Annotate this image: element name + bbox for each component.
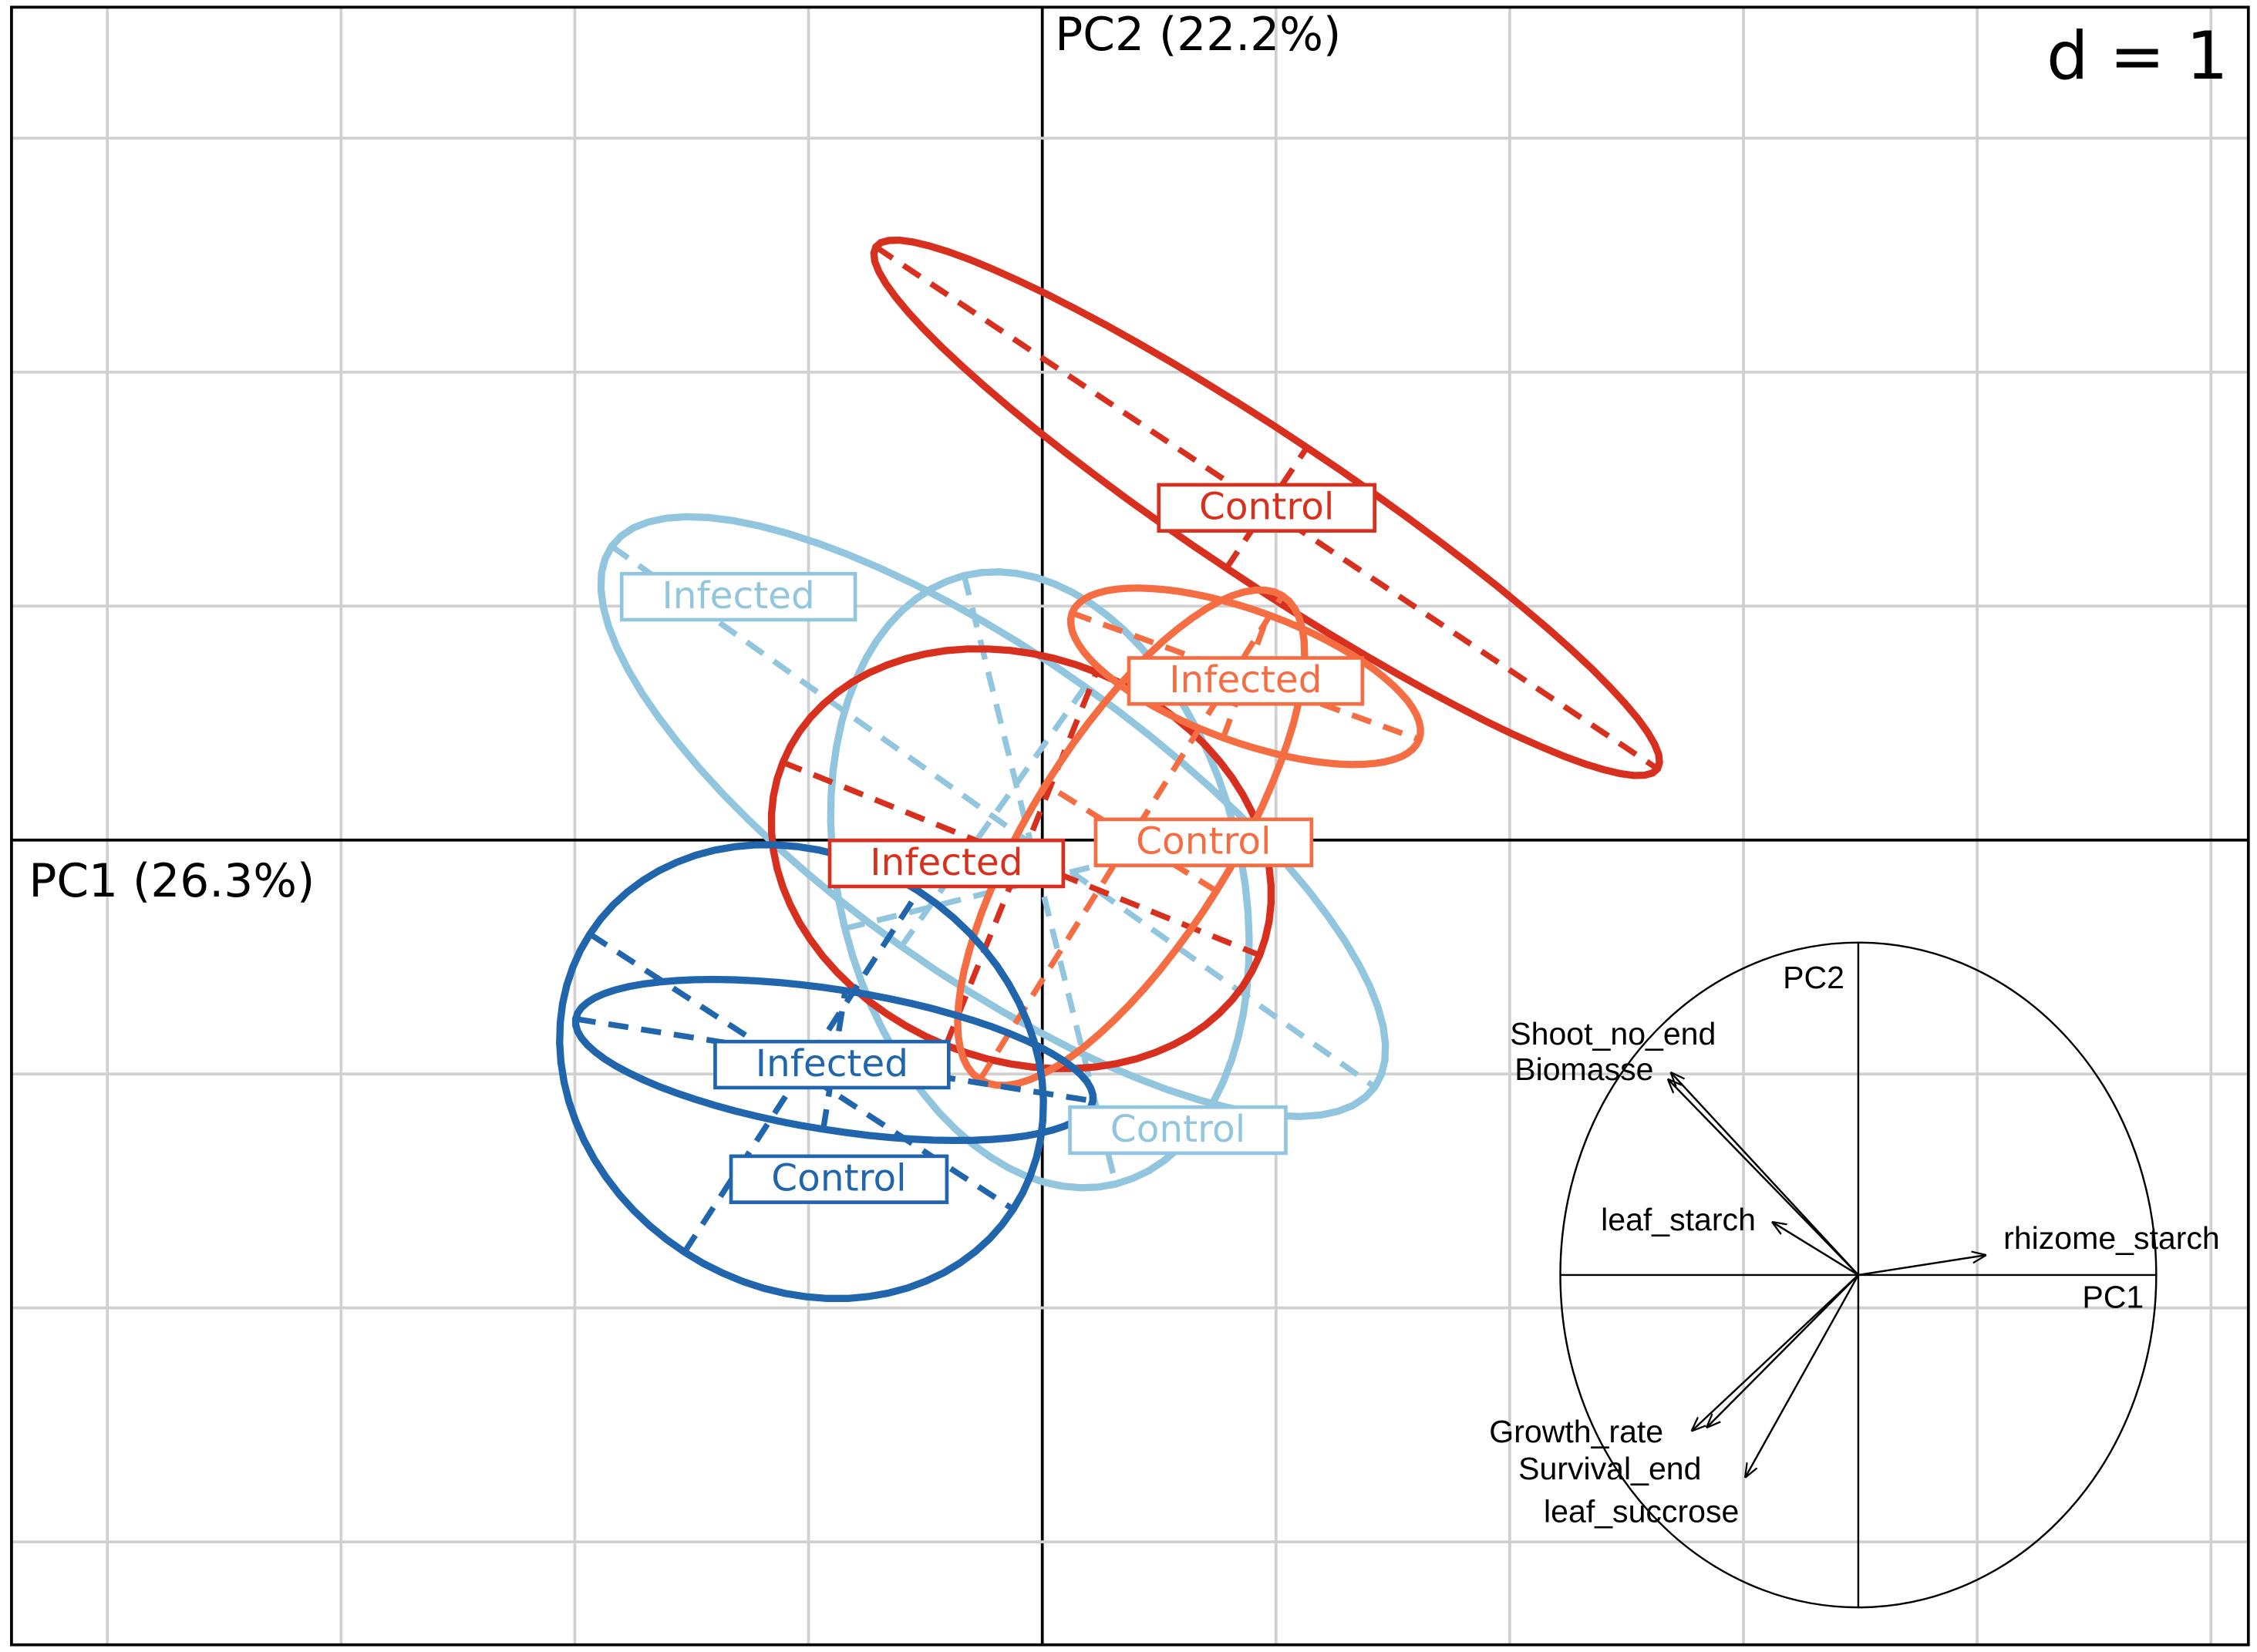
y-axis-label: PC2 (22.2%) <box>1055 8 1341 62</box>
ellipse-minor-axis <box>1220 614 1271 739</box>
class-label-box <box>1093 817 1314 867</box>
inset-y-label: PC2 <box>1783 960 1844 995</box>
class-label: Infected <box>870 841 1022 884</box>
variable-arrow <box>1858 1255 1986 1277</box>
class-label: Control <box>1110 1108 1245 1151</box>
variable-arrow <box>1706 1274 1859 1428</box>
class-label-box <box>619 571 857 622</box>
class-label-box <box>827 838 1066 889</box>
class-label-box <box>729 1154 949 1204</box>
ellipse-major-axis <box>781 759 1261 958</box>
variable-arrow <box>1692 1274 1859 1432</box>
variable-label: leaf_succrose <box>1544 1493 1739 1529</box>
variable-label: leaf_starch <box>1601 1202 1756 1237</box>
variable-arrow <box>1772 1222 1859 1276</box>
ellipse-major-axis <box>575 1016 1093 1104</box>
variable-label: Growth_rate <box>1489 1414 1663 1449</box>
class-label: Infected <box>1169 658 1322 702</box>
class-label-box <box>1068 1105 1288 1156</box>
ellipse-major-axis <box>588 931 1016 1212</box>
class-ellipse <box>1066 584 1424 769</box>
class-label-box <box>713 1039 951 1090</box>
variable-label: Shoot_no_end <box>1510 1016 1716 1051</box>
plot-frame <box>10 5 2250 1647</box>
class-label-box <box>1157 483 1376 533</box>
class-label-box <box>1127 656 1365 706</box>
variable-arrow <box>1670 1072 1859 1276</box>
x-axis-label: PC1 (26.3%) <box>29 855 315 908</box>
variable-arrow <box>1668 1078 1859 1276</box>
class-label: Control <box>1136 820 1271 863</box>
class-label: Infected <box>662 574 814 617</box>
variable-label: Biomasse <box>1514 1051 1653 1087</box>
class-label: Infected <box>756 1042 908 1085</box>
class-label: Control <box>1199 486 1334 529</box>
scale-label: d = 1 <box>2046 18 2228 95</box>
variable-label: Survival_end <box>1518 1451 1701 1486</box>
variable-label: rhizome_starch <box>2003 1220 2220 1256</box>
inset-x-label: PC1 <box>2082 1279 2144 1314</box>
variable-arrow <box>1745 1274 1859 1478</box>
class-label: Control <box>771 1157 906 1200</box>
